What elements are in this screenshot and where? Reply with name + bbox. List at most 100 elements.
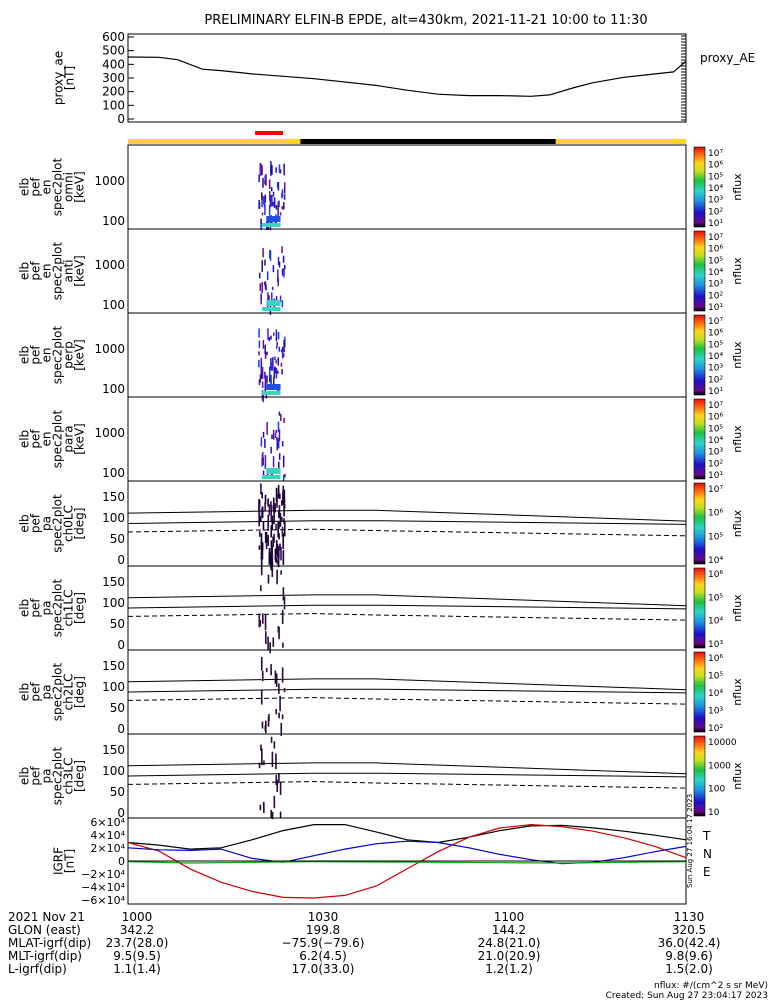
spec-burst	[264, 282, 266, 286]
spec-burst	[270, 218, 273, 226]
colorbar-3	[693, 314, 706, 396]
pa-burst	[277, 484, 280, 494]
pa-burst	[275, 487, 278, 503]
pa-burst	[276, 779, 279, 793]
spec-burst	[279, 169, 282, 174]
igrf-tick-label: −2×10⁴	[81, 868, 125, 881]
cb-tick-6-1: 10⁵	[708, 593, 723, 603]
pa-burst	[281, 667, 284, 683]
cb-tick-7-1: 10⁵	[708, 672, 723, 682]
pa-burst	[265, 668, 268, 673]
ylabel-4-3: spec2plot	[51, 409, 65, 468]
chart-title: PRELIMINARY ELFIN-B EPDE, alt=430km, 202…	[204, 13, 647, 28]
tick-7-2: 50	[110, 701, 125, 715]
ylabel-4-1: pef	[29, 429, 43, 449]
cb-tick-5-2: 10⁵	[708, 532, 723, 542]
spec-burst	[278, 164, 281, 173]
pa-burst	[261, 506, 264, 519]
cb-tick-4-5: 10²	[708, 459, 723, 469]
series-igrf-green	[127, 861, 687, 864]
footer-time-1000: 1000	[122, 910, 153, 924]
igrf-legend-T: T	[702, 829, 711, 843]
tick-3-1: 100	[102, 382, 125, 396]
pa-burst	[281, 609, 284, 624]
colorbar-2	[693, 230, 706, 312]
spec-band	[266, 216, 281, 222]
spec-burst	[269, 191, 271, 202]
spec-burst	[278, 411, 281, 416]
pa-burst	[271, 561, 274, 566]
spec-burst	[264, 194, 267, 203]
pa-burst	[270, 664, 272, 676]
pa-burst	[281, 714, 284, 720]
spec-burst	[281, 246, 283, 254]
spec-burst	[264, 175, 266, 180]
pa-burst	[278, 626, 280, 640]
pa-burst	[264, 531, 267, 538]
spec-burst	[281, 189, 284, 197]
ylabel-5-1: pef	[29, 513, 43, 533]
spec-burst	[273, 197, 276, 208]
tick-8-1: 100	[102, 764, 125, 778]
cb-tick-3-0: 10⁷	[708, 317, 723, 327]
spec-burst	[264, 344, 266, 355]
colorbar-label-1: nflux	[731, 173, 744, 201]
igrf-side-stamp: Sun Aug 27 16:04:17 2023	[686, 794, 694, 888]
pa-burst	[263, 760, 265, 766]
spec-burst	[272, 201, 274, 207]
pa-burst	[282, 550, 285, 565]
pa-burst	[262, 613, 264, 624]
colorbar-1	[693, 146, 706, 228]
spec-burst	[258, 328, 260, 338]
spec-band-low	[261, 475, 281, 479]
spec-band	[266, 468, 281, 474]
spec-burst	[264, 438, 266, 448]
pa-burst	[282, 492, 284, 505]
pa-line-lower_solid	[127, 688, 687, 694]
line-series-layer	[127, 56, 687, 899]
colorbar-7	[693, 651, 706, 733]
spec-burst	[268, 366, 271, 378]
colorbar-label-5: nflux	[731, 509, 744, 537]
ylabel-3-0: elb	[18, 346, 32, 364]
pa-burst	[267, 574, 270, 584]
spec-burst	[282, 255, 285, 263]
colorbar-label-2: nflux	[731, 257, 744, 285]
ylabel-2-0: elb	[18, 262, 32, 280]
pa-burst	[283, 501, 285, 517]
pa-burst	[268, 504, 271, 516]
pa-burst	[278, 683, 280, 694]
panel-frame-2	[127, 228, 687, 314]
pa-burst	[264, 631, 267, 644]
state-segment-0	[128, 139, 301, 144]
tick-1-0: 1000	[94, 174, 125, 188]
spec-burst	[271, 362, 273, 372]
spec-burst	[258, 359, 260, 368]
ylabel-4-5: [keV]	[73, 423, 87, 454]
spec-burst	[277, 277, 280, 287]
spec-burst	[259, 374, 262, 383]
pa-line-lower_solid	[127, 772, 687, 778]
pa-burst	[271, 568, 274, 577]
spec-burst	[275, 296, 278, 302]
pa-line-dashed	[127, 613, 687, 621]
colorbar-label-3: nflux	[731, 341, 744, 369]
pa-burst	[267, 498, 269, 507]
pa-burst	[273, 509, 275, 525]
cb-tick-7-4: 10²	[708, 724, 723, 734]
footer-glon-1100: 144.2	[492, 923, 526, 937]
spec-burst	[262, 457, 265, 466]
igrf-tick-label: 2×10⁴	[90, 842, 125, 855]
spec-burst	[271, 164, 273, 175]
cb-tick-8-0: 10000	[708, 738, 737, 748]
spec-burst	[258, 340, 261, 348]
spec-burst	[264, 455, 267, 468]
pa-burst	[273, 795, 276, 809]
spec-burst	[277, 201, 279, 214]
tick-1-1: 100	[102, 214, 125, 228]
colorbar-label-6: nflux	[731, 594, 744, 622]
tick-6-2: 50	[110, 617, 125, 631]
pa-burst	[279, 513, 282, 527]
spec-burst	[261, 370, 263, 375]
pa-burst	[275, 673, 278, 687]
